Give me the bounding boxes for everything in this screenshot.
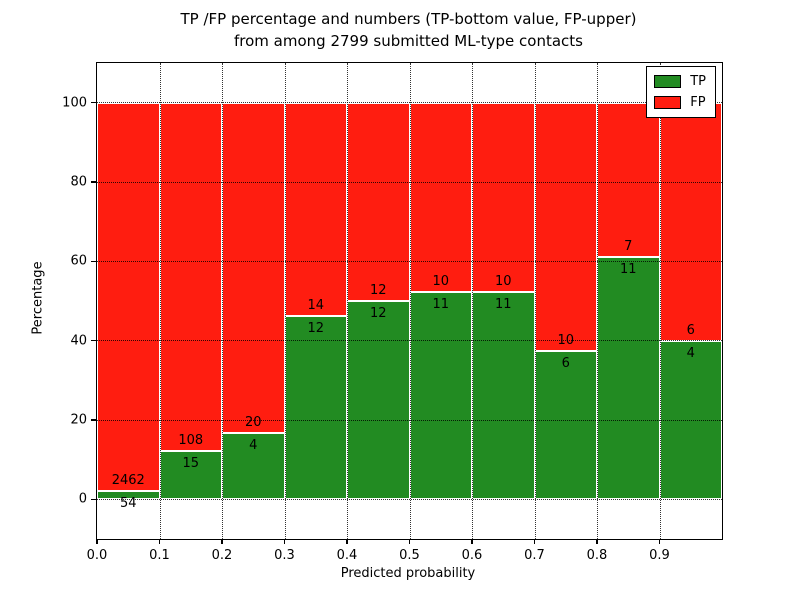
h-gridline	[97, 340, 722, 342]
tp-count-label: 12	[369, 306, 387, 321]
v-gridline	[534, 63, 536, 539]
y-tick	[91, 498, 96, 500]
tp-bar	[597, 256, 660, 500]
tp-bar	[159, 450, 222, 500]
x-tick-label: 0.7	[524, 548, 545, 563]
y-tick	[91, 419, 96, 421]
tp-count-label: 11	[494, 296, 512, 312]
x-tick	[533, 539, 536, 544]
v-gridline	[347, 63, 348, 539]
tp-legend-swatch	[654, 75, 682, 88]
x-tick-label: 0.6	[461, 548, 483, 563]
x-tick-label: 0.2	[211, 548, 233, 563]
x-tick	[471, 539, 473, 544]
x-tick-label: 0.8	[586, 548, 608, 563]
v-gridline	[284, 63, 286, 539]
y-tick	[91, 340, 96, 342]
y-tick-label: 20	[70, 412, 87, 428]
v-gridline	[659, 63, 661, 539]
tp-bar	[472, 291, 535, 500]
x-tick	[346, 539, 348, 544]
legend: TP FP	[646, 66, 716, 118]
fp-bar	[597, 102, 660, 257]
y-tick	[91, 102, 96, 104]
x-tick	[96, 539, 98, 544]
tp-count-label: 54	[119, 495, 137, 511]
v-gridline	[472, 63, 473, 539]
fp-bar	[347, 102, 410, 301]
fp-count-label: 10	[557, 332, 575, 348]
x-tick-label: 0.0	[86, 548, 108, 563]
tp-bar	[347, 301, 410, 500]
tp-count-label: 15	[182, 455, 200, 471]
y-tick-label: 80	[70, 174, 87, 190]
y-tick	[91, 260, 96, 262]
chart-title: TP /FP percentage and numbers (TP-bottom…	[96, 8, 721, 52]
v-gridline	[222, 63, 223, 539]
chart-title-line1: TP /FP percentage and numbers (TP-bottom…	[180, 10, 637, 28]
fp-count-label: 108	[178, 432, 204, 448]
x-tick	[221, 539, 223, 544]
v-gridline	[159, 63, 161, 539]
fp-count-label: 10	[494, 273, 512, 289]
h-gridline	[97, 419, 722, 421]
chart-title-line2: from among 2799 submitted ML-type contac…	[234, 32, 583, 50]
tp-count-label: 4	[249, 438, 258, 454]
tp-count-label: 4	[686, 345, 695, 361]
fp-count-label: 20	[244, 415, 262, 431]
y-tick-label: 0	[78, 491, 87, 507]
fp-bar	[97, 102, 160, 491]
v-gridline	[597, 63, 598, 539]
h-gridline	[97, 260, 722, 262]
x-tick	[658, 539, 661, 544]
fp-bar	[534, 102, 597, 351]
y-tick-label: 60	[70, 253, 87, 269]
tp-count-label: 11	[432, 296, 450, 312]
tp-bar	[409, 291, 472, 500]
y-tick-label: 100	[62, 95, 87, 111]
fp-bar	[284, 102, 347, 317]
fp-legend-swatch	[654, 96, 682, 109]
x-tick	[158, 539, 161, 544]
x-tick	[408, 539, 411, 544]
fp-bar	[409, 102, 472, 292]
fp-count-label: 6	[686, 322, 695, 338]
plot-area: TP FP 2462 54 108 15 20 4 14 12 12 12 10 11 10 11 10 6 7…	[62, 62, 723, 563]
x-tick-label: 0.4	[336, 548, 358, 563]
v-gridline	[409, 63, 411, 539]
legend-item-tp: TP	[654, 71, 706, 92]
tp-legend-label: TP	[690, 74, 706, 89]
x-axis-label: Predicted probability	[340, 566, 476, 581]
tp-count-label: 6	[561, 355, 570, 371]
fp-count-label: 10	[432, 273, 450, 289]
fp-bar	[472, 102, 535, 292]
fp-count-label: 14	[307, 298, 325, 314]
fp-bar	[222, 102, 285, 434]
y-axis-label: Percentage	[30, 261, 46, 335]
x-tick-label: 0.5	[399, 548, 420, 563]
x-tick	[596, 539, 598, 544]
h-gridline	[97, 498, 722, 500]
y-tick	[91, 181, 96, 183]
legend-item-fp: FP	[654, 92, 706, 113]
fp-bar	[159, 102, 222, 451]
x-tick-label: 0.1	[149, 548, 170, 563]
tp-count-label: 12	[307, 321, 325, 337]
x-tick-label: 0.9	[649, 548, 670, 563]
x-tick-label: 0.3	[274, 548, 295, 563]
x-tick	[283, 539, 286, 544]
tp-bar	[534, 350, 597, 500]
fp-count-label: 7	[624, 238, 633, 254]
tp-bar	[284, 316, 347, 500]
fp-legend-label: FP	[690, 95, 706, 110]
tp-count-label: 11	[619, 261, 637, 277]
h-gridline	[97, 181, 722, 183]
fp-count-label: 12	[369, 283, 387, 298]
h-gridline	[97, 102, 722, 104]
y-tick-label: 40	[70, 333, 87, 349]
fp-count-label: 2462	[111, 472, 145, 488]
fp-bar	[659, 102, 722, 341]
